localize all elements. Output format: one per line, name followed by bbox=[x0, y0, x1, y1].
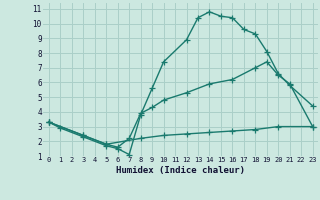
X-axis label: Humidex (Indice chaleur): Humidex (Indice chaleur) bbox=[116, 166, 245, 175]
